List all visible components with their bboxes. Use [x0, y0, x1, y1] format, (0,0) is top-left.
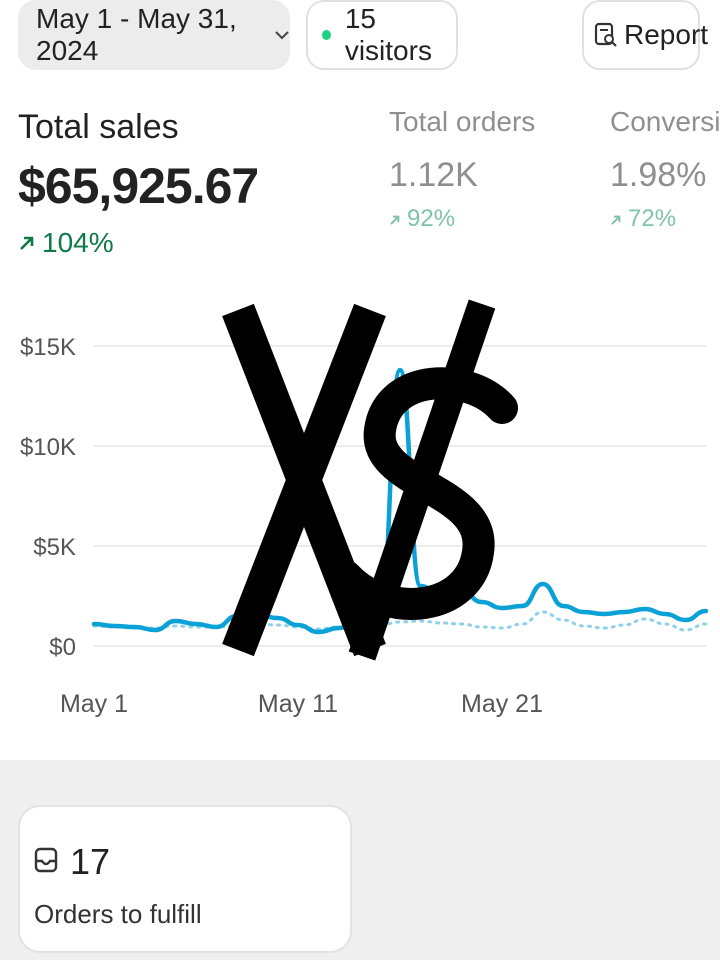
orders-to-fulfill-card[interactable]: 17 Orders to fulfill	[18, 805, 352, 953]
sales-chart[interactable]: $0 $5K $10K $15K May 1 May 11 May 21	[0, 320, 720, 740]
visitors-button[interactable]: 15 visitors	[306, 0, 458, 70]
conversion-change-value: 72%	[628, 205, 677, 232]
toolbar: May 1 - May 31, 2024 15 visitors Report	[0, 0, 720, 72]
x-tick-label: May 11	[258, 690, 338, 718]
total-orders-metric[interactable]: Total orders 1.12K 92%	[389, 106, 535, 233]
orders-count: 17	[70, 841, 111, 882]
x-tick-label: May 21	[461, 690, 543, 718]
total-sales-value: $65,925.67	[18, 158, 259, 214]
total-orders-change-value: 92%	[407, 205, 456, 232]
live-status-dot	[322, 30, 331, 40]
y-tick-label: $10K	[20, 434, 76, 461]
arrow-up-right-icon	[610, 205, 622, 233]
date-range-selector[interactable]: May 1 - May 31, 2024	[18, 0, 290, 70]
orders-count-row: 17	[34, 841, 110, 883]
total-sales-change-value: 104%	[42, 227, 114, 258]
conversion-value: 1.98%	[610, 156, 707, 194]
total-sales-label: Total sales	[18, 108, 179, 146]
arrow-up-right-icon	[18, 227, 36, 259]
conversion-change: 72%	[610, 205, 720, 233]
sales-chart-svg: $0 $5K $10K $15K May 1 May 11 May 21	[20, 334, 709, 718]
y-tick-label: $15K	[20, 334, 76, 361]
y-tick-label: $5K	[33, 534, 76, 561]
report-icon	[594, 22, 618, 48]
report-button[interactable]: Report	[582, 0, 708, 70]
total-orders-change: 92%	[389, 205, 535, 233]
total-sales-metric[interactable]: Total sales $65,925.67 104%	[18, 108, 259, 259]
report-label: Report	[624, 19, 709, 50]
conversion-label: Conversion	[610, 106, 720, 137]
conversion-metric[interactable]: Conversion 1.98% 72%	[610, 106, 720, 233]
orders-caption: Orders to fulfill	[34, 899, 202, 929]
inbox-icon	[34, 847, 58, 878]
arrow-up-right-icon	[389, 205, 401, 233]
y-tick-label: $0	[49, 634, 76, 661]
visitors-label: 15 visitors	[344, 3, 432, 66]
total-sales-change: 104%	[18, 227, 258, 259]
date-range-label: May 1 - May 31, 2024	[36, 3, 237, 66]
chevron-down-icon	[274, 30, 290, 40]
total-orders-value: 1.12K	[389, 156, 478, 194]
x-tick-label: May 1	[60, 690, 128, 718]
sales-series-line	[91, 367, 709, 635]
total-orders-label: Total orders	[389, 106, 536, 137]
